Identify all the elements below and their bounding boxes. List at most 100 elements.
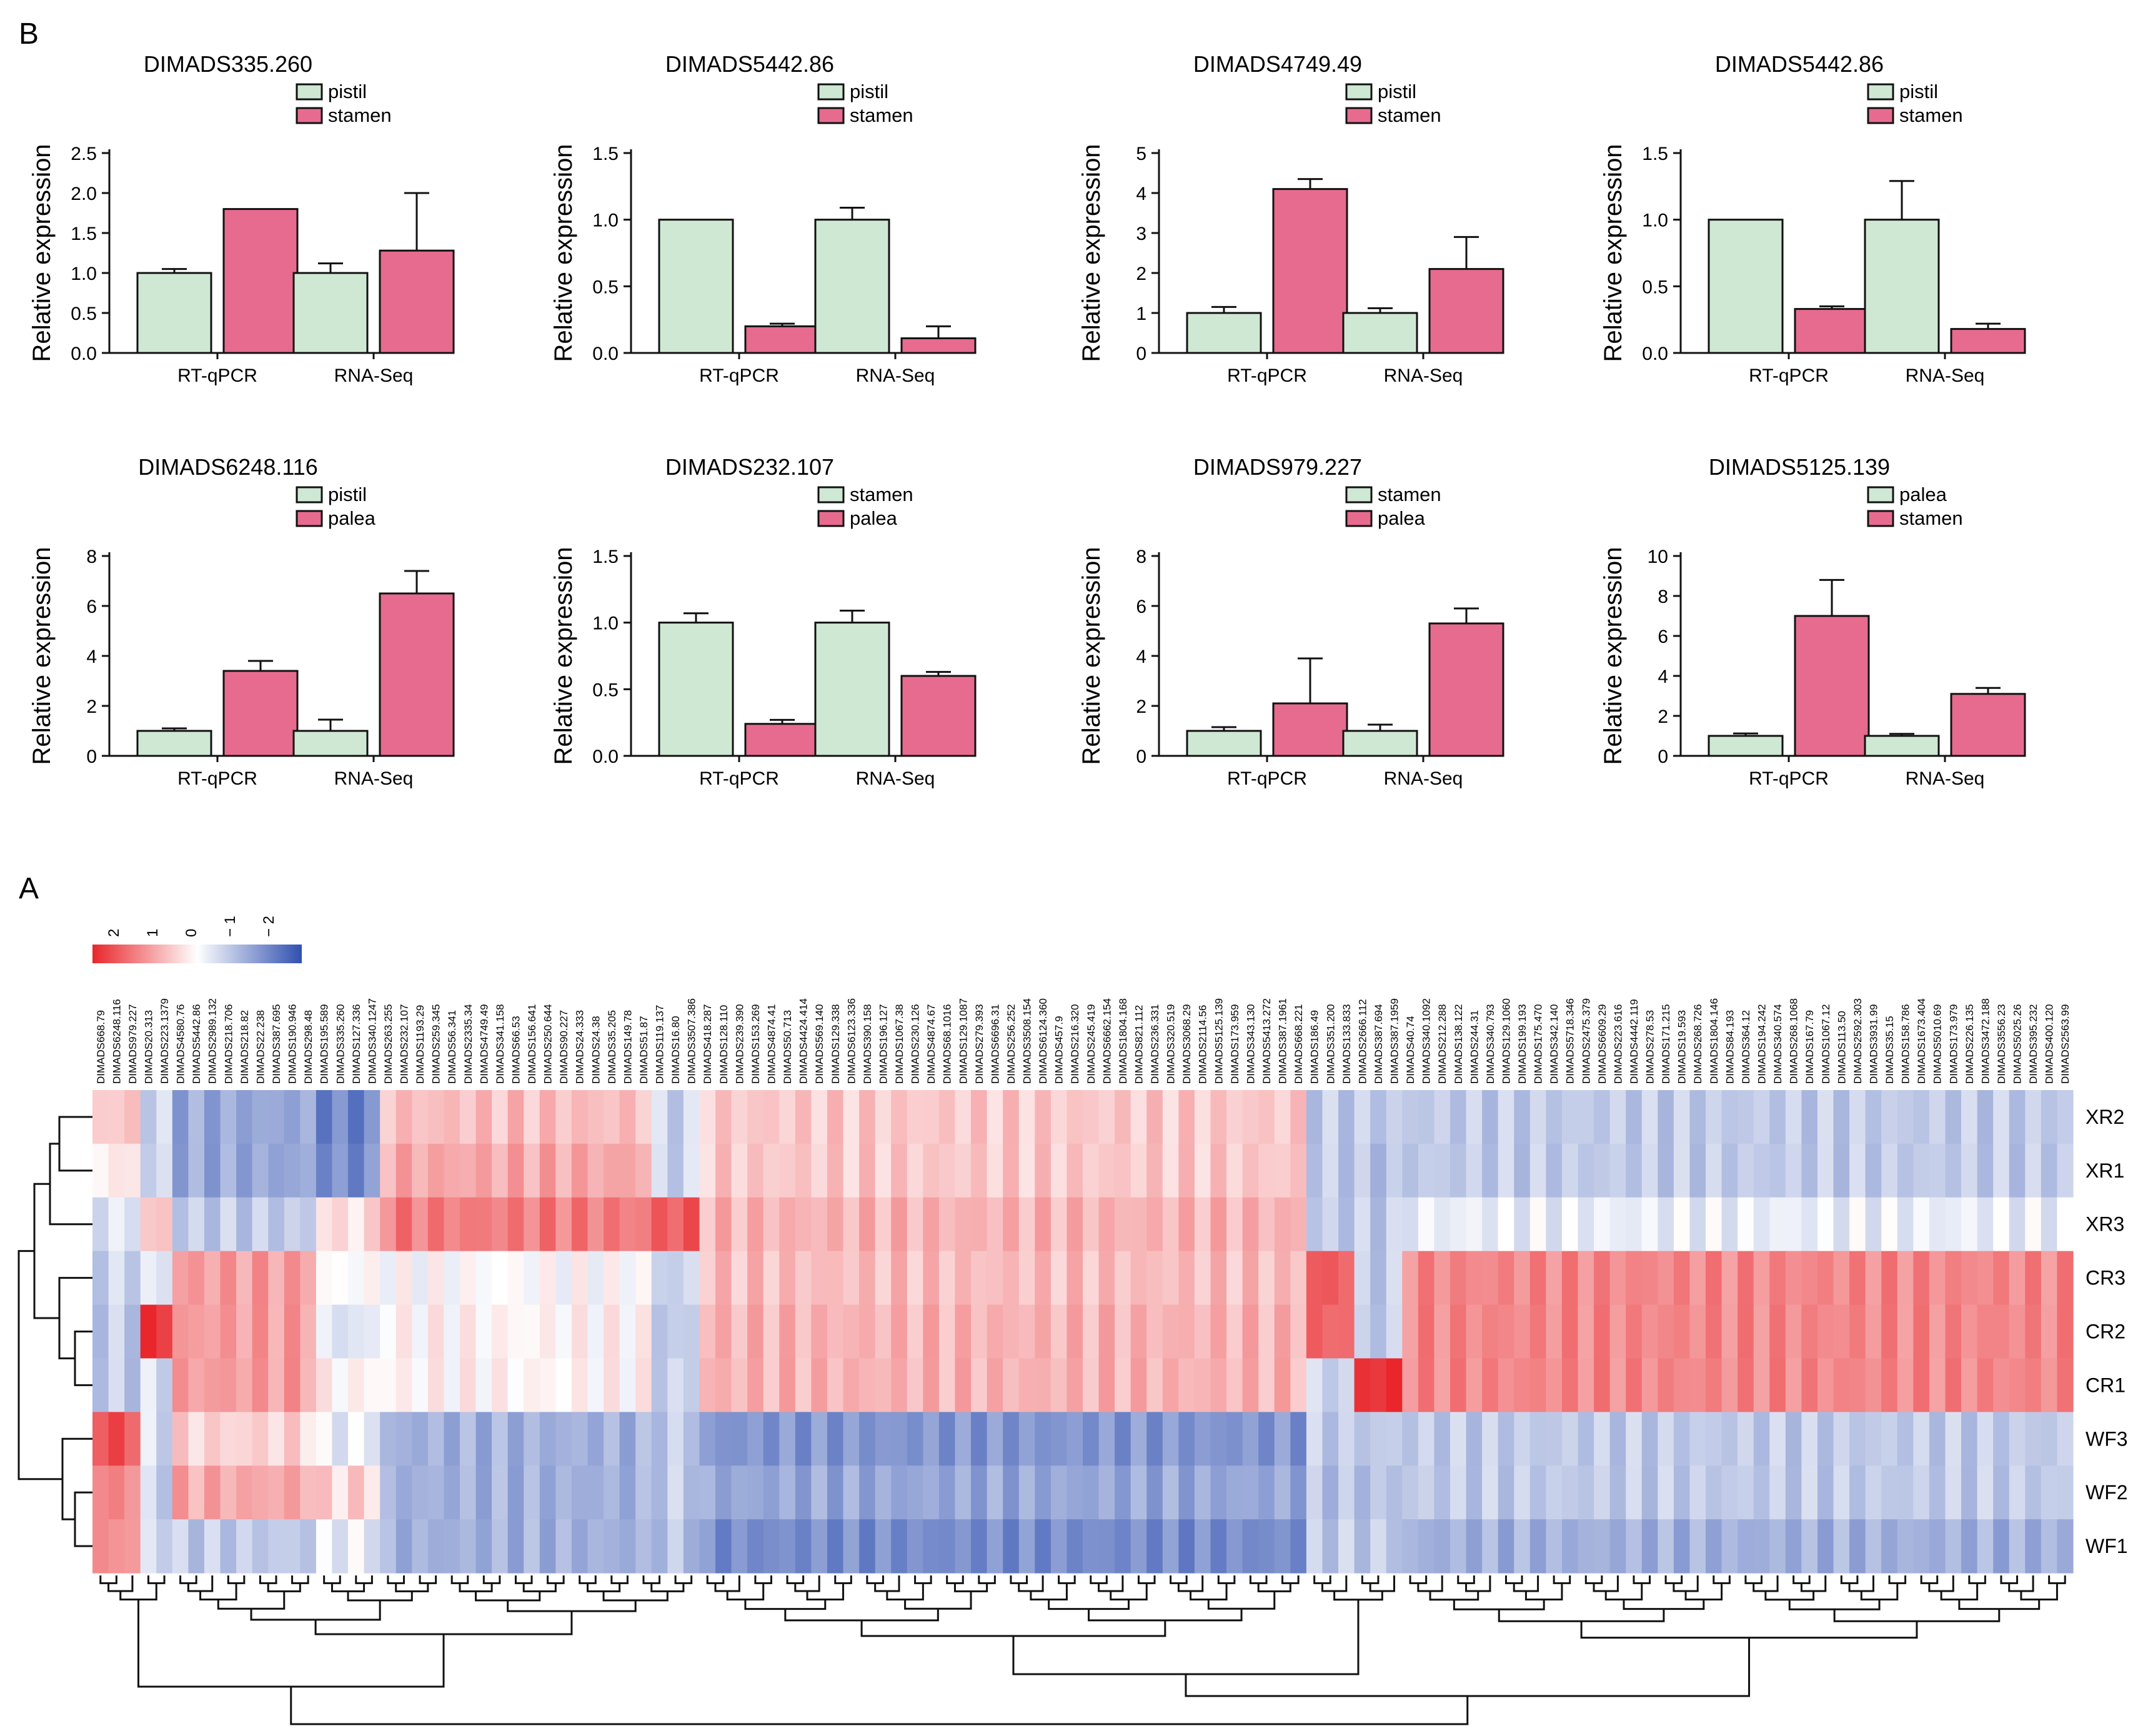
heatmap-cell (1003, 1358, 1020, 1412)
legend-label: stamen (850, 484, 913, 505)
heatmap-cell (427, 1412, 445, 1466)
column-label: DIMADS2335.34 (462, 1004, 474, 1084)
column-label: DIMADS340.793 (1484, 1004, 1496, 1084)
heatmap-cell (1067, 1143, 1083, 1198)
column-label: DIMADS127.336 (351, 1004, 362, 1084)
dendrogram-link (323, 1575, 341, 1584)
column-label: DIMADS1067.12 (1820, 1004, 1832, 1084)
y-tick-label: 6 (86, 597, 97, 617)
column-label: DIMADS40.74 (1405, 1016, 1416, 1084)
y-tick-label: 0 (86, 746, 97, 767)
heatmap-cell (1354, 1358, 1371, 1412)
heatmap-cell (747, 1197, 764, 1252)
heatmap-cell (140, 1090, 157, 1144)
heatmap-cell (1194, 1251, 1211, 1306)
heatmap-cell (619, 1304, 636, 1359)
column-label: DIMADS4874.41 (765, 1004, 777, 1084)
heatmap-cell (1626, 1197, 1643, 1252)
heatmap-cell (1226, 1197, 1243, 1252)
column-label: DIMADS232.107 (399, 1004, 410, 1084)
heatmap-cell (1738, 1412, 1754, 1466)
heatmap-cell (1194, 1304, 1211, 1359)
heatmap-cell (1449, 1197, 1467, 1252)
heatmap-cell (188, 1251, 205, 1306)
heatmap-cell (1386, 1197, 1403, 1252)
heatmap-cell (1354, 1143, 1371, 1198)
heatmap-cell (1146, 1412, 1163, 1466)
column-dendrogram (99, 1575, 2066, 1725)
heatmap-cell (380, 1143, 397, 1198)
heatmap-cell (635, 1143, 652, 1198)
column-label: DIMADS3556.23 (1996, 1004, 2007, 1084)
column-label: DIMADS1193.29 (414, 1005, 426, 1084)
heatmap-cell (779, 1090, 796, 1144)
heatmap-cell (2041, 1090, 2058, 1144)
dendrogram-link (1713, 1575, 1731, 1584)
column-label: DIMADS979.227 (127, 1004, 139, 1084)
heatmap-cell (1354, 1197, 1371, 1252)
heatmap-cell (971, 1466, 988, 1520)
heatmap-cell (938, 1412, 956, 1466)
heatmap-cell (412, 1197, 429, 1252)
heatmap-cell (1578, 1304, 1594, 1359)
heatmap-cell (907, 1412, 923, 1466)
heatmap-cell (1849, 1251, 1866, 1306)
legend-label: stamen (328, 104, 392, 126)
heatmap-cell (859, 1412, 876, 1466)
heatmap-cell (683, 1304, 700, 1359)
heatmap-cell (1961, 1197, 1978, 1252)
heatmap-cell (1865, 1466, 1882, 1520)
bar-stamen-RNA-Seq (379, 249, 455, 354)
heatmap-cell (875, 1519, 892, 1574)
heatmap-cell (923, 1251, 940, 1306)
heatmap-cell (1609, 1143, 1626, 1198)
heatmap-cell (1881, 1519, 1898, 1574)
legend-label: stamen (1378, 484, 1441, 505)
heatmap-cell (1434, 1358, 1451, 1412)
heatmap-cell (1322, 1197, 1339, 1252)
heatmap-cell (2025, 1412, 2042, 1466)
bar-palea-RT-qPCR (222, 670, 299, 757)
dendrogram-link (1633, 1575, 1651, 1584)
heatmap-cell (1993, 1358, 2010, 1412)
chart-title: DIMADS335.260 (144, 51, 312, 77)
heatmap-cell (1833, 1304, 1850, 1359)
heatmap-cell (827, 1090, 844, 1144)
heatmap-cell (140, 1251, 157, 1306)
heatmap-cell (859, 1197, 876, 1252)
heatmap-cell (1913, 1304, 1930, 1359)
dendrogram-link (1313, 1575, 1331, 1584)
heatmap-cell (651, 1304, 668, 1359)
heatmap-cell (220, 1519, 237, 1574)
heatmap-cell (252, 1358, 269, 1412)
heatmap-cell (539, 1519, 556, 1574)
heatmap-cell (1434, 1304, 1451, 1359)
heatmap-cell (172, 1466, 189, 1520)
heatmap-cell (1226, 1304, 1243, 1359)
column-label: DIMADS4442.119 (1628, 999, 1640, 1084)
heatmap-cell (1594, 1466, 1611, 1520)
column-label: DIMADS6248.116 (111, 999, 122, 1084)
y-tick-label: 2.5 (71, 144, 97, 164)
heatmap-cell (779, 1358, 796, 1412)
heatmap-cell (827, 1304, 844, 1359)
heatmap-cell (1290, 1251, 1307, 1306)
heatmap-cell (1561, 1090, 1579, 1144)
heatmap-cell (1514, 1519, 1531, 1574)
heatmap-cell (380, 1251, 397, 1306)
heatmap-cell (1753, 1197, 1770, 1252)
bar-stamen-RNA-Seq (1428, 268, 1504, 354)
heatmap-cell (1146, 1519, 1163, 1574)
heatmap-cell (1370, 1466, 1387, 1520)
heatmap-cell (1035, 1090, 1052, 1144)
heatmap-cell (875, 1304, 892, 1359)
column-label: DIMADS173.959 (1229, 1004, 1241, 1084)
column-label: DIMADS6696.31 (989, 1004, 1001, 1084)
heatmap-cell (300, 1143, 317, 1198)
bar-palea-RNA-Seq (1428, 622, 1504, 757)
dendrogram-link (1764, 1591, 1815, 1601)
bar-palea-RNA-Seq (1864, 735, 1940, 757)
legend-swatch-palea (1345, 510, 1373, 527)
column-label: DIMADS68.1016 (942, 1004, 953, 1084)
row-label: CR2 (2086, 1321, 2126, 1343)
